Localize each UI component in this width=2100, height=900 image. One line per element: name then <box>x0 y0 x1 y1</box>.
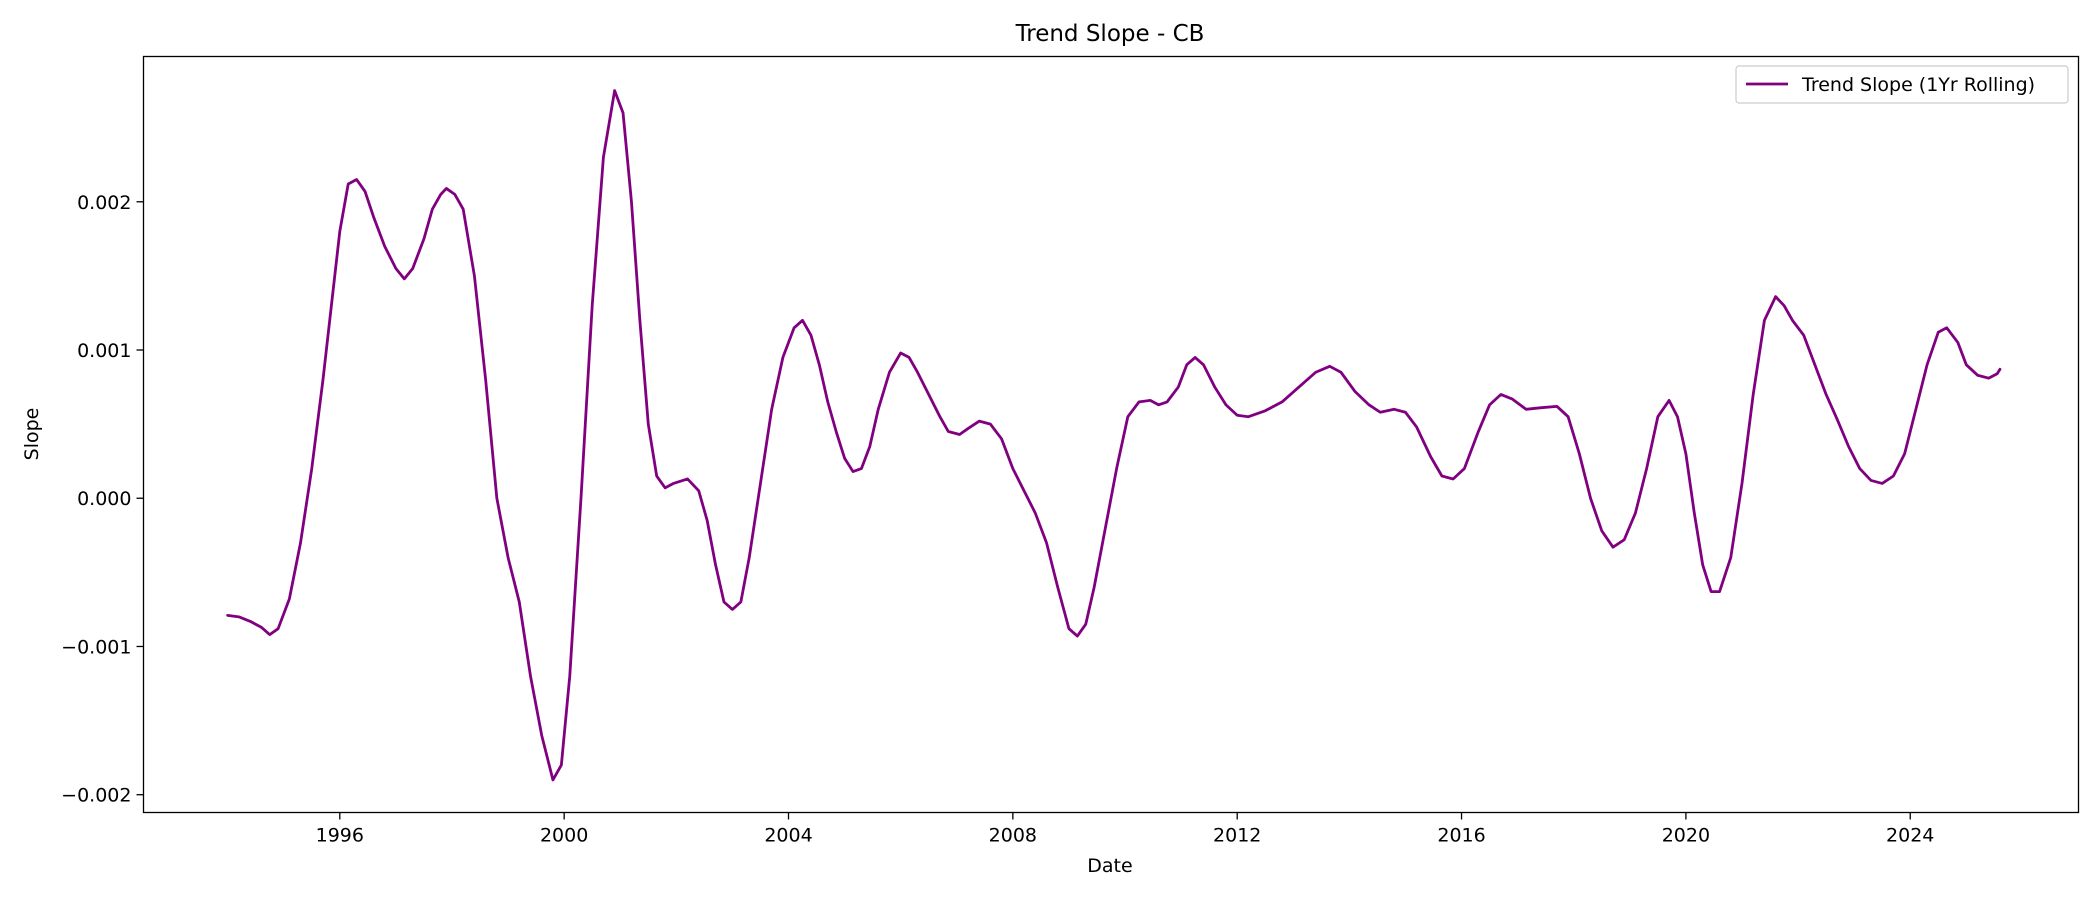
series-line-0 <box>226 89 2002 782</box>
y-tick-label: −0.001 <box>61 636 131 658</box>
x-tick-label: 2008 <box>989 825 1037 847</box>
x-axis: 1996 2000 2004 2008 2012 2016 2020 2024 <box>316 812 1934 847</box>
plot-frame <box>142 55 2080 814</box>
series-layer <box>226 89 2002 782</box>
y-tick-label: 0.002 <box>77 192 131 214</box>
x-tick-label: 2016 <box>1437 825 1485 847</box>
legend: Trend Slope (1Yr Rolling) <box>1735 65 2069 104</box>
x-axis-label: Date <box>1087 855 1132 877</box>
chart-title: Trend Slope - CB <box>1015 21 1205 47</box>
x-tick-label: 2004 <box>764 825 812 847</box>
legend-box <box>1735 65 2069 104</box>
y-axis-label: Slope <box>21 408 43 461</box>
y-axis: −0.002 −0.001 0.000 0.001 0.002 <box>61 192 144 807</box>
x-tick-label: 2000 <box>540 825 588 847</box>
x-tick-label: 2012 <box>1213 825 1261 847</box>
x-tick-label: 2024 <box>1886 825 1934 847</box>
y-tick-label: 0.001 <box>77 340 131 362</box>
legend-label: Trend Slope (1Yr Rolling) <box>1801 74 2035 96</box>
y-tick-label: 0.000 <box>77 488 131 510</box>
y-tick-label: −0.002 <box>61 785 131 807</box>
x-tick-label: 1996 <box>316 825 364 847</box>
x-tick-label: 2020 <box>1662 825 1710 847</box>
plot-area <box>142 55 2080 814</box>
